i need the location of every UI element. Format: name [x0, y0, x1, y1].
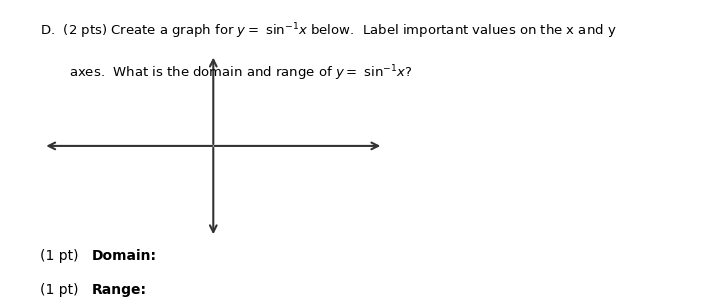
- Text: Range:: Range:: [92, 283, 147, 297]
- Text: D.  (2 pts) Create a graph for $y = \ \mathregular{sin}^{-1}x$ below.  Label imp: D. (2 pts) Create a graph for $y = \ \ma…: [40, 21, 616, 41]
- Text: (1 pt): (1 pt): [40, 283, 82, 297]
- Text: Domain:: Domain:: [92, 249, 157, 263]
- Text: axes.  What is the domain and range of $y = \ \mathregular{sin}^{-1}x$?: axes. What is the domain and range of $y…: [69, 64, 412, 83]
- Text: (1 pt): (1 pt): [40, 249, 82, 263]
